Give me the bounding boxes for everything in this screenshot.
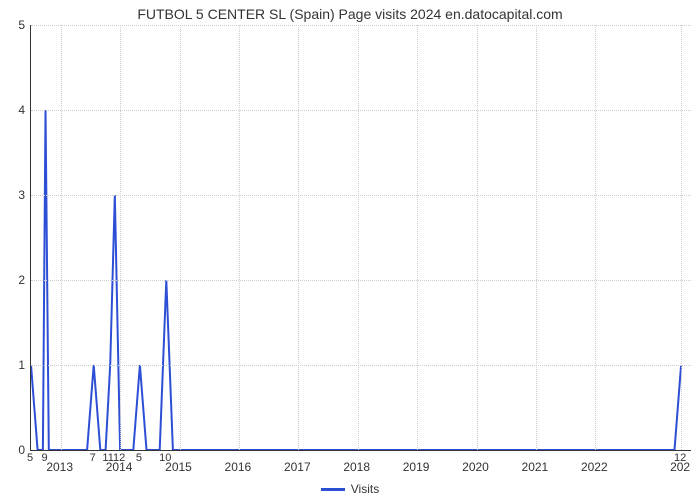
x-year-label: 2018 [343,460,370,474]
x-point-label: 10 [159,452,171,464]
x-year-label: 2017 [284,460,311,474]
gridline-v [120,25,121,450]
y-tick-label: 3 [5,188,25,202]
x-point-label: 12 [674,452,686,464]
gridline-v [595,25,596,450]
y-tick-label: 1 [5,358,25,372]
gridline-v [61,25,62,450]
legend-label: Visits [351,482,379,496]
y-tick-label: 2 [5,273,25,287]
gridline-v [417,25,418,450]
gridline-v [239,25,240,450]
legend: Visits [0,482,700,496]
gridline-h [31,110,691,111]
x-year-label: 2021 [522,460,549,474]
line-series [31,25,691,450]
y-tick-label: 0 [5,443,25,457]
x-point-label: 7 [90,452,96,464]
gridline-v [180,25,181,450]
x-year-label: 2019 [403,460,430,474]
x-point-label: 1112 [102,452,125,464]
gridline-v [681,25,682,450]
x-point-label: 9 [41,452,47,464]
x-year-label: 2020 [462,460,489,474]
x-point-label: 5 [27,452,33,464]
chart-container: FUTBOL 5 CENTER SL (Spain) Page visits 2… [0,0,700,500]
gridline-v [477,25,478,450]
x-year-label: 2016 [225,460,252,474]
x-year-label: 2013 [46,460,73,474]
gridline-h [31,195,691,196]
legend-swatch [321,488,345,491]
x-point-label: 5 [136,452,142,464]
y-tick-label: 5 [5,18,25,32]
gridline-v [358,25,359,450]
gridline-h [31,280,691,281]
gridline-v [536,25,537,450]
gridline-h [31,365,691,366]
x-year-label: 2022 [581,460,608,474]
gridline-v [298,25,299,450]
y-tick-label: 4 [5,103,25,117]
chart-title: FUTBOL 5 CENTER SL (Spain) Page visits 2… [0,6,700,22]
plot-area [30,25,691,451]
gridline-h [31,25,691,26]
